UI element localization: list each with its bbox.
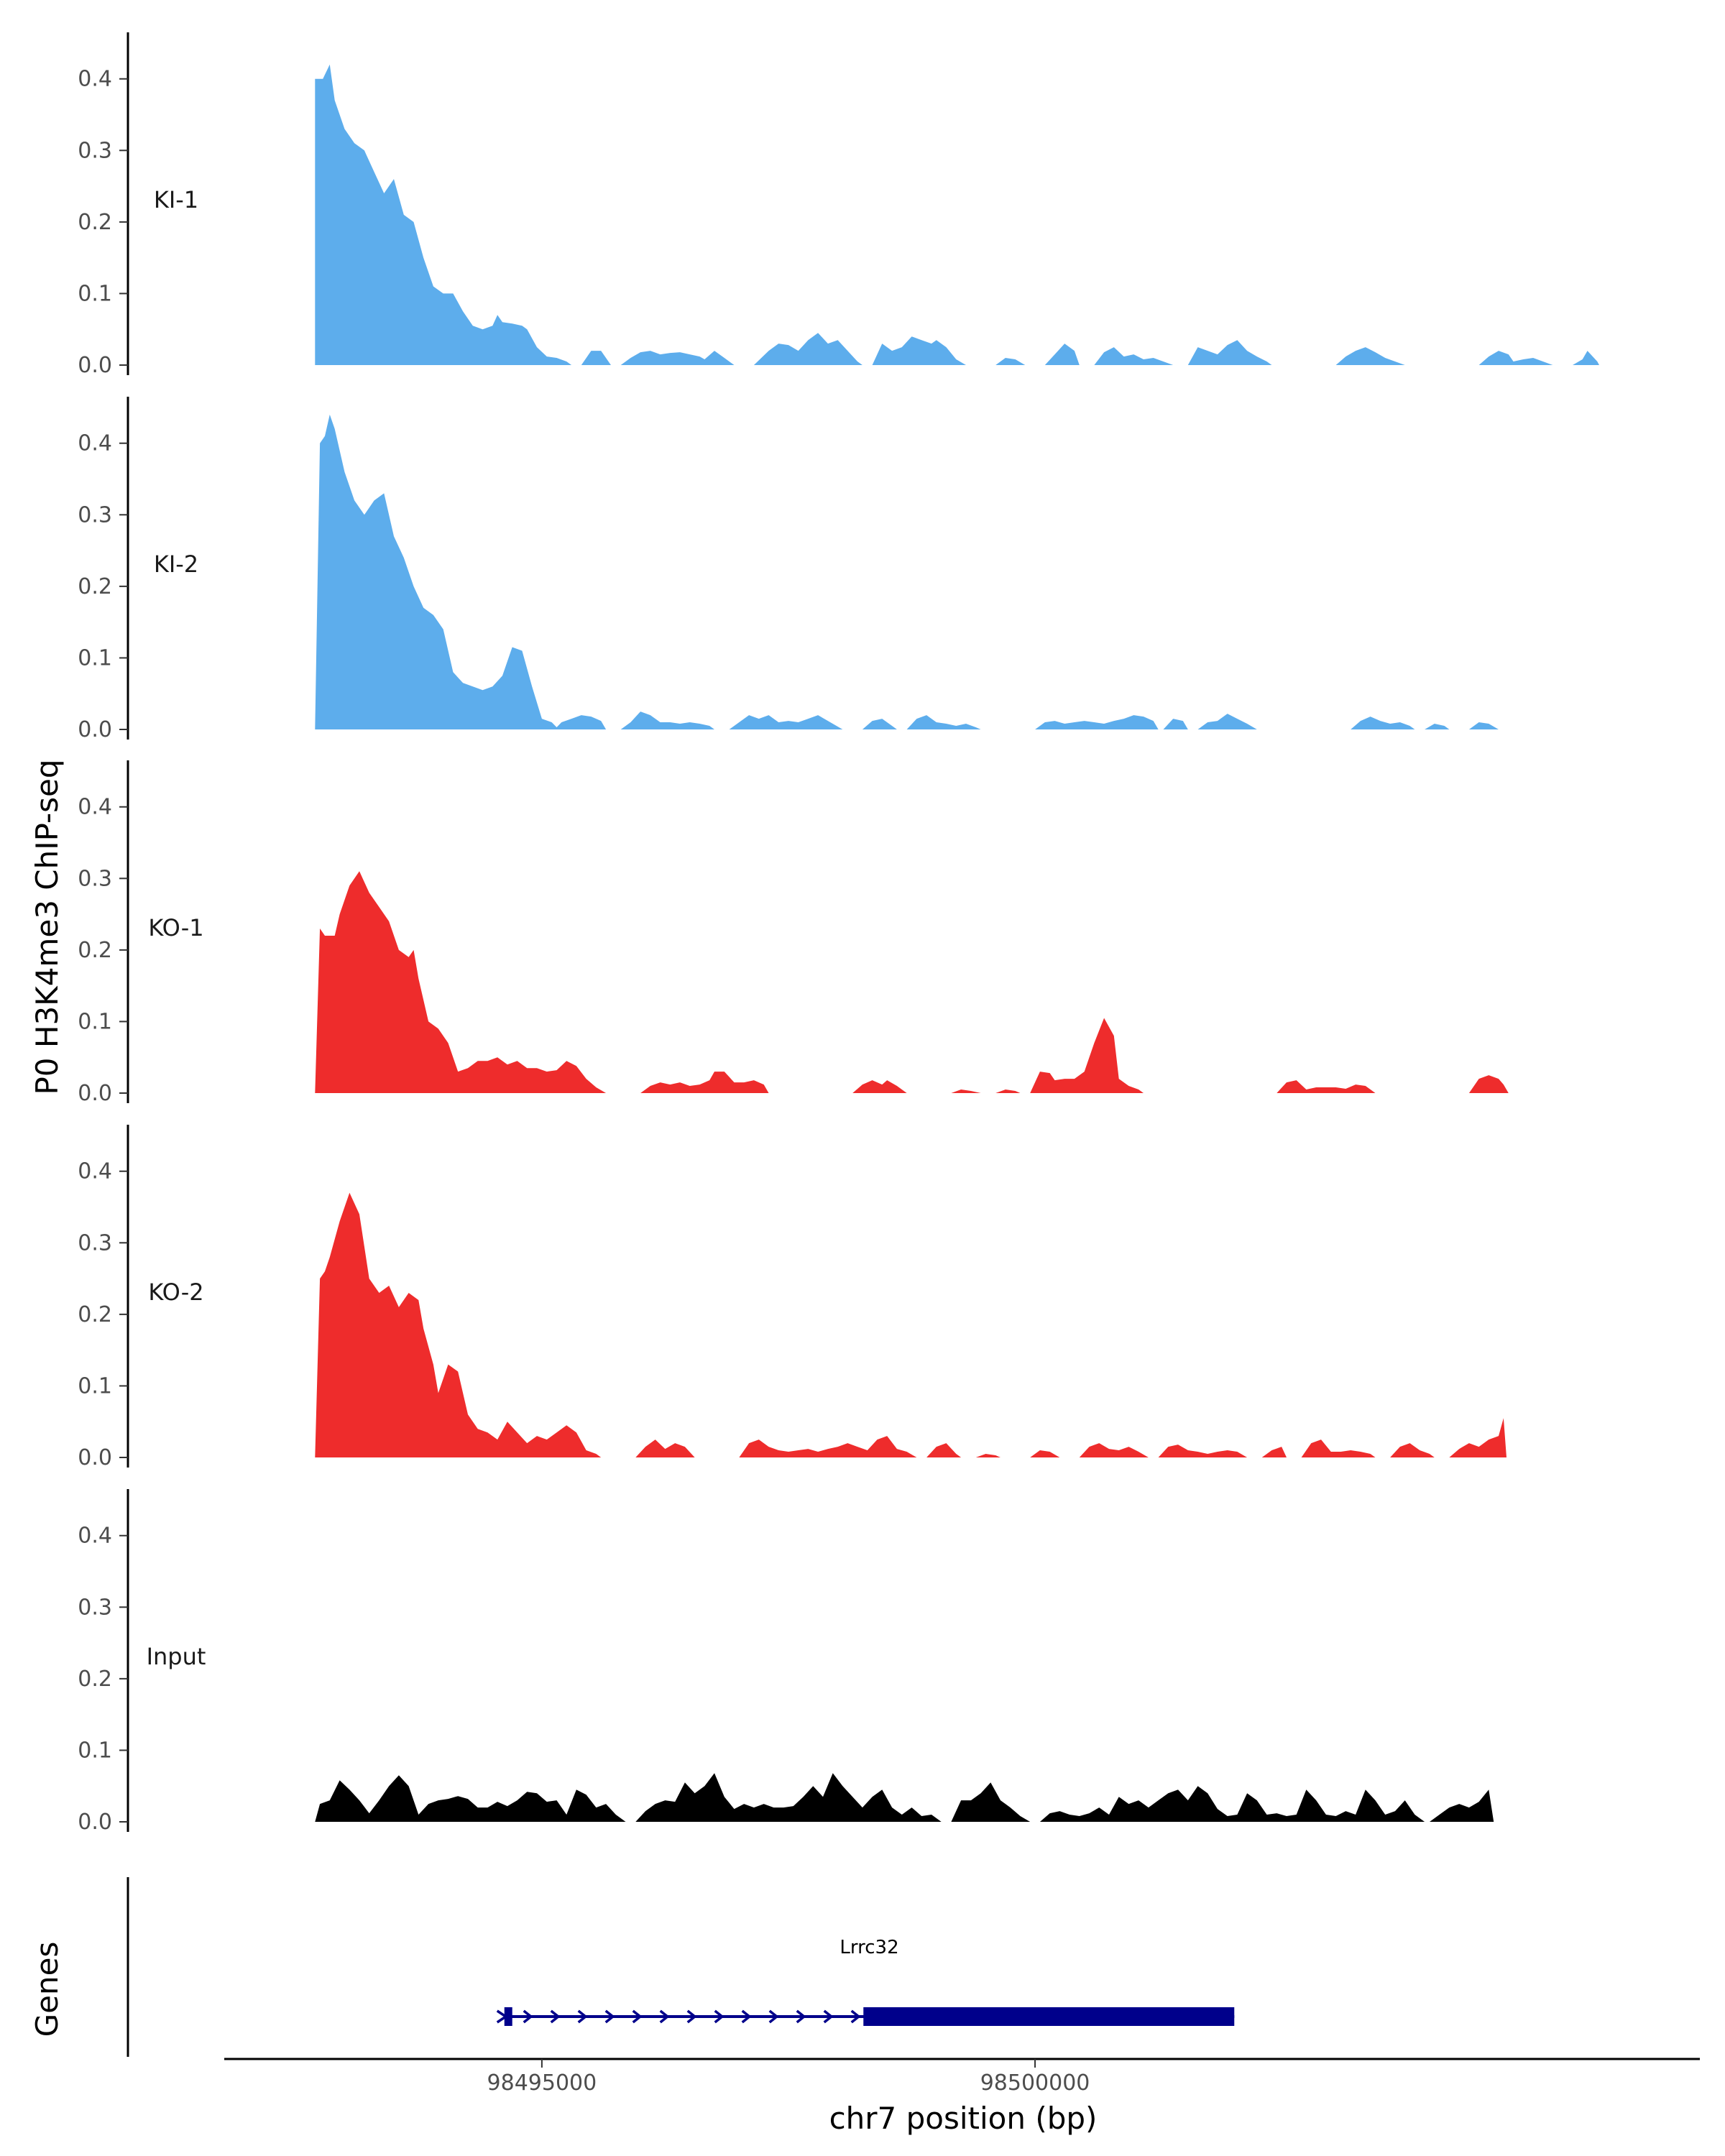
strand-arrow (659, 2009, 670, 2024)
y-tick-label: 0.2 (78, 938, 112, 963)
coverage-area (315, 414, 1499, 729)
y-tick-label: 0.0 (78, 717, 112, 742)
strand-arrow (550, 2009, 561, 2024)
y-tick-label: 0.3 (78, 1230, 112, 1256)
strand-arrow (632, 2009, 643, 2024)
track-label: Input (147, 1643, 206, 1670)
track-label: KO-2 (148, 1279, 203, 1306)
strand-arrow (604, 2009, 615, 2024)
y-axis-title: P0 H3K4me3 ChIP-seq (29, 759, 65, 1095)
genes-panel: Lrrc32 (126, 1877, 1235, 2057)
strand-arrow (686, 2009, 697, 2024)
y-tick-label: 0.0 (78, 353, 112, 378)
y-tick-label: 0.2 (78, 1667, 112, 1692)
track-input: 0.0 0.1 0.2 0.3 0.4 Input (78, 1489, 1494, 1835)
y-tick-label: 0.4 (78, 431, 112, 456)
track-ki-1: 0.0 0.1 0.2 0.3 0.4 KI-1 (78, 32, 1599, 378)
x-axis: 98495000 98500000 (224, 2058, 1700, 2096)
y-tick-label: 0.1 (78, 281, 112, 306)
y-tick-label: 0.2 (78, 210, 112, 235)
y-tick-label: 0.1 (78, 1009, 112, 1034)
track-label: KO-1 (148, 914, 203, 941)
y-tick-label: 0.3 (78, 866, 112, 891)
gene-lrrc32: Lrrc32 (496, 1937, 1235, 2026)
coverage-area (315, 1192, 1506, 1457)
y-tick-label: 0.3 (78, 138, 112, 163)
x-tick-label: 98500000 (980, 2070, 1090, 2096)
y-tick-label: 0.3 (78, 502, 112, 528)
coverage-area (315, 64, 1599, 366)
coverage-tracks: 0.00.10.20.30.4KI-10.00.10.20.30.4KI-20.… (78, 32, 1599, 1835)
gene-exon (863, 2007, 1235, 2026)
x-tick-label: 98495000 (487, 2070, 597, 2096)
track-ki-2: 0.0 0.1 0.2 0.3 0.4 KI-2 (78, 397, 1499, 742)
y-tick-label: 0.0 (78, 1810, 112, 1835)
track-label: KI-2 (154, 550, 198, 578)
strand-arrow (523, 2009, 533, 2024)
track-ko-2: 0.0 0.1 0.2 0.3 0.4 KO-2 (78, 1125, 1506, 1470)
strand-arrow (741, 2009, 752, 2024)
strand-arrow (796, 2009, 806, 2024)
strand-arrow (577, 2009, 588, 2024)
y-tick-label: 0.2 (78, 1302, 112, 1327)
y-tick-label: 0.2 (78, 574, 112, 599)
coverage-area (315, 1773, 1494, 1822)
y-tick-label: 0.1 (78, 1738, 112, 1763)
y-tick-label: 0.4 (78, 67, 112, 92)
track-label: KI-1 (154, 186, 198, 213)
y-tick-label: 0.4 (78, 795, 112, 820)
x-axis-title: chr7 position (bp) (829, 2101, 1098, 2136)
strand-arrow (768, 2009, 779, 2024)
genes-panel-title: Genes (29, 1942, 65, 2037)
y-tick-label: 0.1 (78, 645, 112, 671)
strand-arrow (714, 2009, 724, 2024)
y-tick-label: 0.0 (78, 1445, 112, 1470)
y-tick-label: 0.0 (78, 1081, 112, 1106)
y-tick-label: 0.4 (78, 1159, 112, 1184)
gene-exon (504, 2007, 512, 2026)
gene-name-label: Lrrc32 (840, 1937, 898, 1958)
y-tick-label: 0.4 (78, 1524, 112, 1549)
y-tick-label: 0.3 (78, 1595, 112, 1620)
track-ko-1: 0.0 0.1 0.2 0.3 0.4 KO-1 (78, 760, 1509, 1106)
y-tick-label: 0.1 (78, 1373, 112, 1399)
strand-arrow (823, 2009, 834, 2024)
strand-arrow (850, 2009, 861, 2024)
coverage-area (315, 871, 1509, 1093)
